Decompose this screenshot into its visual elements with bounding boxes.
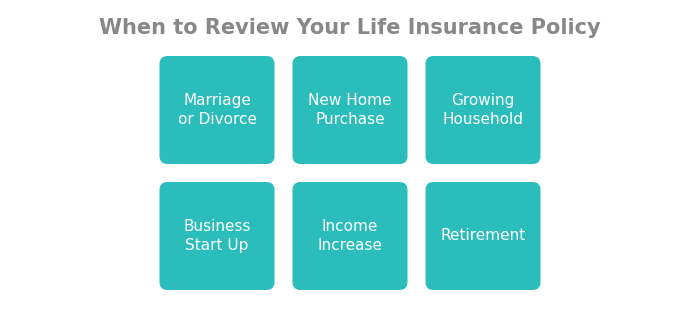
FancyBboxPatch shape	[426, 56, 540, 164]
Text: New Home
Purchase: New Home Purchase	[308, 93, 392, 127]
Text: Growing
Household: Growing Household	[442, 93, 524, 127]
FancyBboxPatch shape	[426, 182, 540, 290]
Text: Income
Increase: Income Increase	[318, 218, 382, 253]
Text: When to Review Your Life Insurance Policy: When to Review Your Life Insurance Polic…	[99, 18, 601, 38]
Text: Business
Start Up: Business Start Up	[183, 218, 251, 253]
Text: Marriage
or Divorce: Marriage or Divorce	[178, 93, 256, 127]
FancyBboxPatch shape	[293, 182, 407, 290]
FancyBboxPatch shape	[160, 182, 274, 290]
FancyBboxPatch shape	[293, 56, 407, 164]
Text: Retirement: Retirement	[440, 228, 526, 244]
FancyBboxPatch shape	[160, 56, 274, 164]
